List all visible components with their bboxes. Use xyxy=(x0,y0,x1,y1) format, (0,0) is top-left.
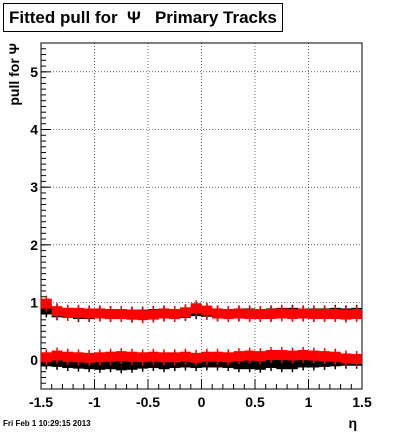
y-axis-label: pull for Ψ xyxy=(6,43,22,106)
x-tick-label: -1.5 xyxy=(29,394,53,410)
timestamp: Fri Feb 1 10:29:15 2013 xyxy=(3,419,91,428)
tick-labels: -1.5 -1 -0.5 0 0.5 1 1.5 0 1 2 3 4 5 xyxy=(29,64,372,410)
grid xyxy=(40,43,363,389)
axis-ticks xyxy=(40,42,363,390)
x-tick-label: -0.5 xyxy=(136,394,160,410)
x-tick-label: 0.5 xyxy=(245,394,265,410)
x-tick-label: 1 xyxy=(305,394,313,410)
y-tick-label: 2 xyxy=(30,237,38,253)
y-tick-label: 1 xyxy=(30,295,38,311)
x-axis-label: η xyxy=(348,415,357,431)
chart-title: Fitted pull for Ψ Primary Tracks xyxy=(3,3,283,32)
x-tick-label: -1 xyxy=(88,394,101,410)
y-tick-label: 3 xyxy=(30,179,38,195)
x-tick-label: 0 xyxy=(198,394,206,410)
x-tick-label: 1.5 xyxy=(352,394,372,410)
y-tick-label: 4 xyxy=(30,122,38,138)
data-points xyxy=(40,295,363,374)
y-tick-label: 0 xyxy=(30,352,38,368)
y-tick-label: 5 xyxy=(30,64,38,80)
